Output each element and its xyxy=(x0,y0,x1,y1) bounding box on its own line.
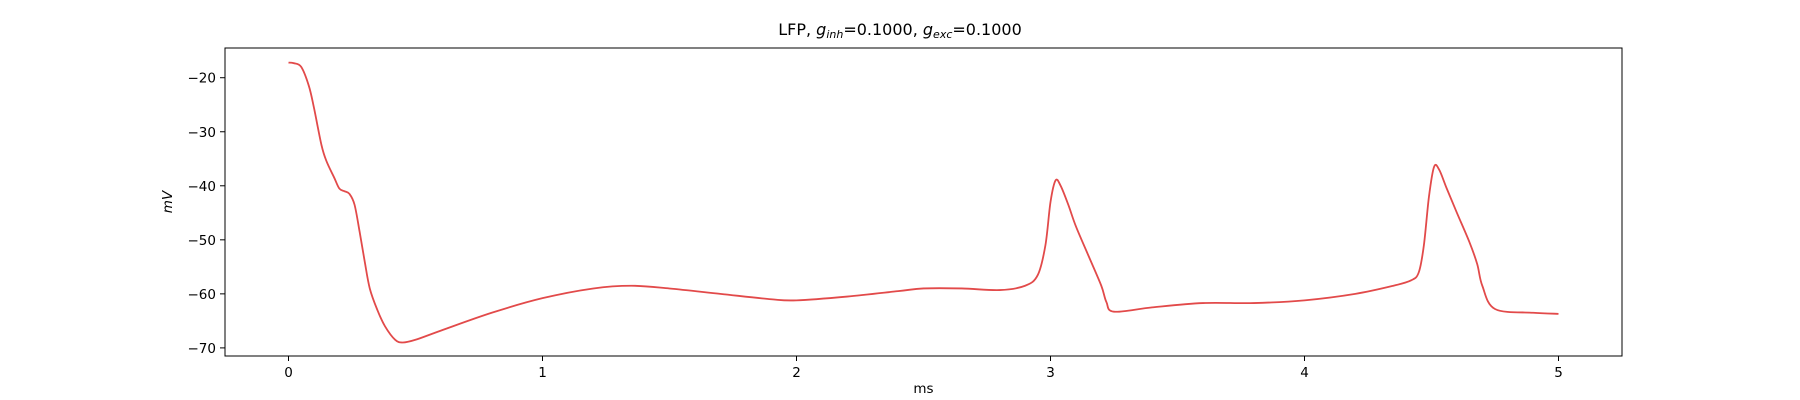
x-axis-ticks: 0 1 2 3 4 5 xyxy=(284,356,1563,381)
title-g-exc-value: =0.1000 xyxy=(952,20,1021,39)
title-g-inh-subscript: inh xyxy=(826,28,843,41)
x-tick-label: 5 xyxy=(1554,365,1563,381)
title-g-inh-symbol: g xyxy=(816,20,826,39)
chart-title: LFP, ginh=0.1000, gexc=0.1000 xyxy=(778,20,1022,41)
x-tick-label: 2 xyxy=(792,365,801,381)
x-tick-label: 1 xyxy=(538,365,547,381)
y-tick-label: −40 xyxy=(188,179,217,195)
series-line-0 xyxy=(288,61,1559,344)
y-axis-ticks: −70 −60 −50 −40 −30 −20 xyxy=(188,71,225,357)
y-tick-label: −70 xyxy=(188,341,217,357)
x-tick-label: 0 xyxy=(284,365,293,381)
x-tick-label: 3 xyxy=(1046,365,1055,381)
x-tick-label: 4 xyxy=(1300,365,1309,381)
title-g-exc-symbol: g xyxy=(923,20,933,39)
title-g-exc-subscript: exc xyxy=(933,28,952,41)
y-axis-label: mV xyxy=(160,189,176,213)
axes-frame xyxy=(224,47,1623,357)
x-axis-label: ms xyxy=(913,381,933,397)
y-tick-label: −20 xyxy=(188,71,217,87)
y-tick-label: −50 xyxy=(188,233,217,249)
title-g-inh-value: =0.1000, xyxy=(843,20,923,39)
y-tick-label: −30 xyxy=(188,125,217,141)
y-tick-label: −60 xyxy=(188,287,217,303)
title-prefix: LFP, xyxy=(778,20,816,39)
plot-area xyxy=(288,61,1559,344)
